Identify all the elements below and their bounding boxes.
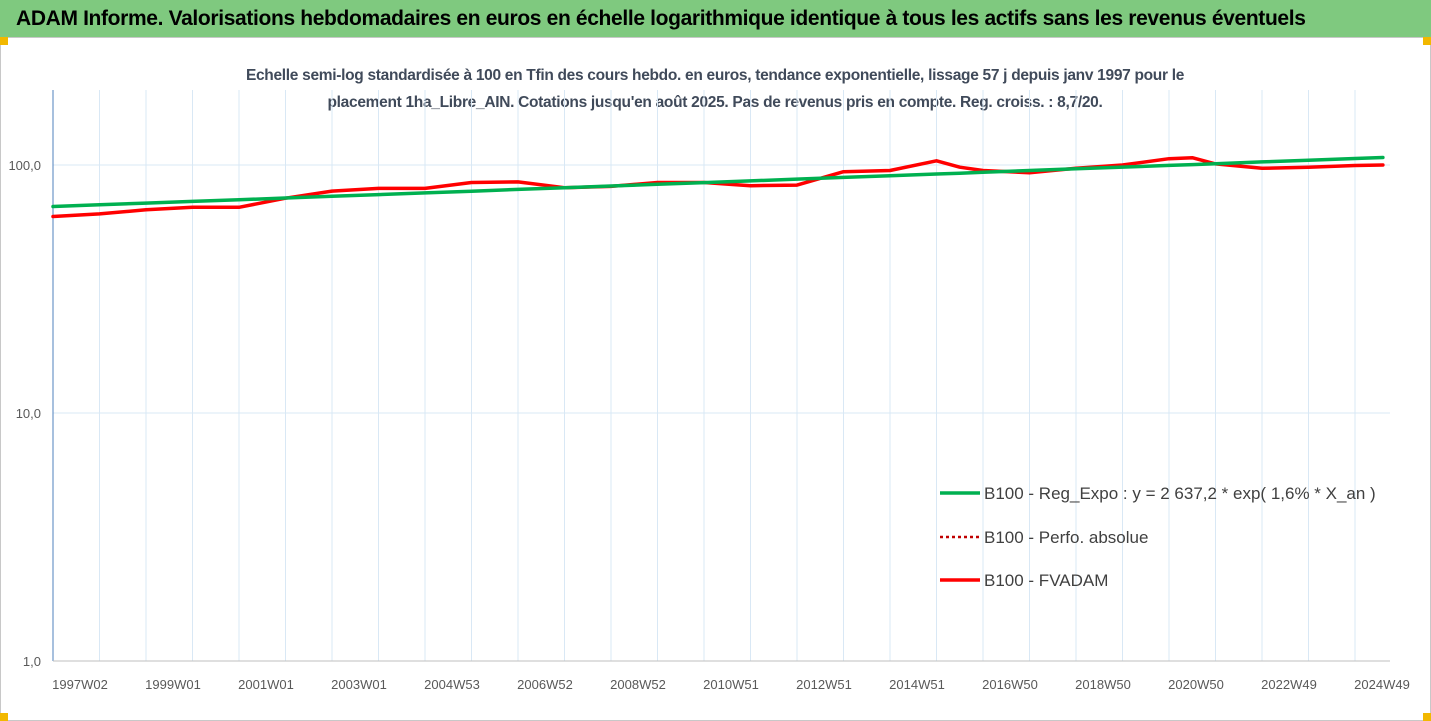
chart-axes: [52, 90, 1390, 662]
chart-subtitle-line-2: placement 1ha_Libre_AIN. Cotations jusqu…: [327, 94, 1103, 111]
legend-label-1: B100 - Perfo. absolue: [984, 528, 1148, 547]
frame-handle-top-left: [0, 37, 8, 45]
chart-tick-labels: 100,0 10,0 1,0 1997W02 1999W01 2001W01 2003W01…: [8, 158, 1409, 692]
chart-legend: B100 - Reg_Expo : y = 2 637,2 * exp( 1,6…: [940, 484, 1376, 590]
legend-label-0: B100 - Reg_Expo : y = 2 637,2 * exp( 1,6…: [984, 484, 1376, 503]
y-tick-label: 100,0: [8, 158, 41, 173]
x-tick-label: 2020W50: [1168, 677, 1224, 692]
x-tick-label: 2010W51: [703, 677, 759, 692]
frame-handle-bottom-left: [0, 713, 8, 721]
chart-grid: [53, 90, 1390, 662]
x-tick-label: 2008W52: [610, 677, 666, 692]
x-tick-label: 1997W02: [52, 677, 108, 692]
x-tick-label: 2014W51: [889, 677, 945, 692]
y-tick-label: 10,0: [16, 406, 41, 421]
x-tick-label: 2001W01: [238, 677, 294, 692]
chart-subtitle-line-1: Echelle semi-log standardisée à 100 en T…: [245, 67, 1185, 84]
report-header: ADAM Informe. Valorisations hebdomadaire…: [0, 0, 1431, 37]
x-tick-label: 2004W53: [424, 677, 480, 692]
x-tick-label: 1999W01: [145, 677, 201, 692]
chart-series: [51, 155, 1385, 219]
y-tick-label: 1,0: [23, 654, 41, 669]
frame-handle-bottom-right: [1423, 713, 1431, 721]
legend-label-2: B100 - FVADAM: [984, 571, 1108, 590]
chart-subtitle: Echelle semi-log standardisée à 100 en T…: [130, 62, 1300, 116]
frame-handle-top-right: [1423, 37, 1431, 45]
x-tick-label: 2016W50: [982, 677, 1038, 692]
x-tick-label: 2024W49: [1354, 677, 1410, 692]
x-tick-label: 2006W52: [517, 677, 573, 692]
x-tick-label: 2012W51: [796, 677, 852, 692]
x-tick-label: 2022W49: [1261, 677, 1317, 692]
report-title: ADAM Informe. Valorisations hebdomadaire…: [16, 7, 1306, 30]
x-tick-label: 2003W01: [331, 677, 387, 692]
x-tick-label: 2018W50: [1075, 677, 1131, 692]
series-line-0: [51, 155, 1385, 209]
